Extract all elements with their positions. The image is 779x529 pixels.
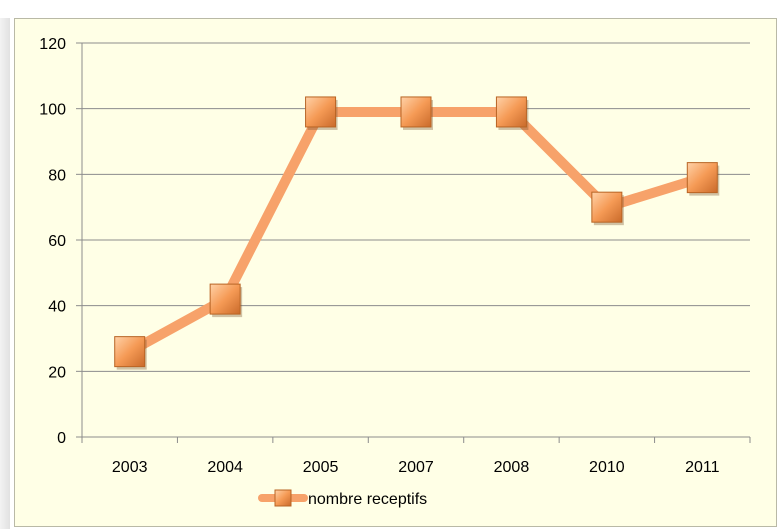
x-tick-label: 2007 (398, 459, 434, 476)
y-tick-label: 0 (57, 430, 66, 447)
x-tick-label: 2004 (207, 459, 243, 476)
y-tick-label: 80 (48, 167, 66, 184)
axes: 0 20 40 60 80 100 120 2003 2004 2005 2007 2008 2010 2… (39, 36, 750, 476)
legend: nombre receptifs (262, 490, 427, 508)
y-tick-label: 120 (39, 36, 66, 53)
data-point (592, 192, 622, 222)
x-tick-label: 2011 (685, 459, 720, 476)
data-point (306, 97, 336, 127)
y-tick-label: 60 (48, 233, 66, 250)
data-point (115, 337, 145, 367)
x-tick-label: 2003 (112, 459, 148, 476)
x-tick-label: 2005 (303, 459, 339, 476)
y-tick-label: 40 (48, 299, 66, 316)
data-point (210, 284, 240, 314)
data-point (687, 163, 717, 193)
legend-marker (275, 490, 291, 506)
data-point (401, 97, 431, 127)
series-group (115, 97, 720, 370)
x-tick-label: 2008 (494, 459, 530, 476)
x-tick-label: 2010 (589, 459, 625, 476)
y-tick-label: 100 (39, 102, 66, 119)
y-tick-label: 20 (48, 364, 66, 381)
legend-label: nombre receptifs (308, 491, 427, 508)
data-point (496, 97, 526, 127)
